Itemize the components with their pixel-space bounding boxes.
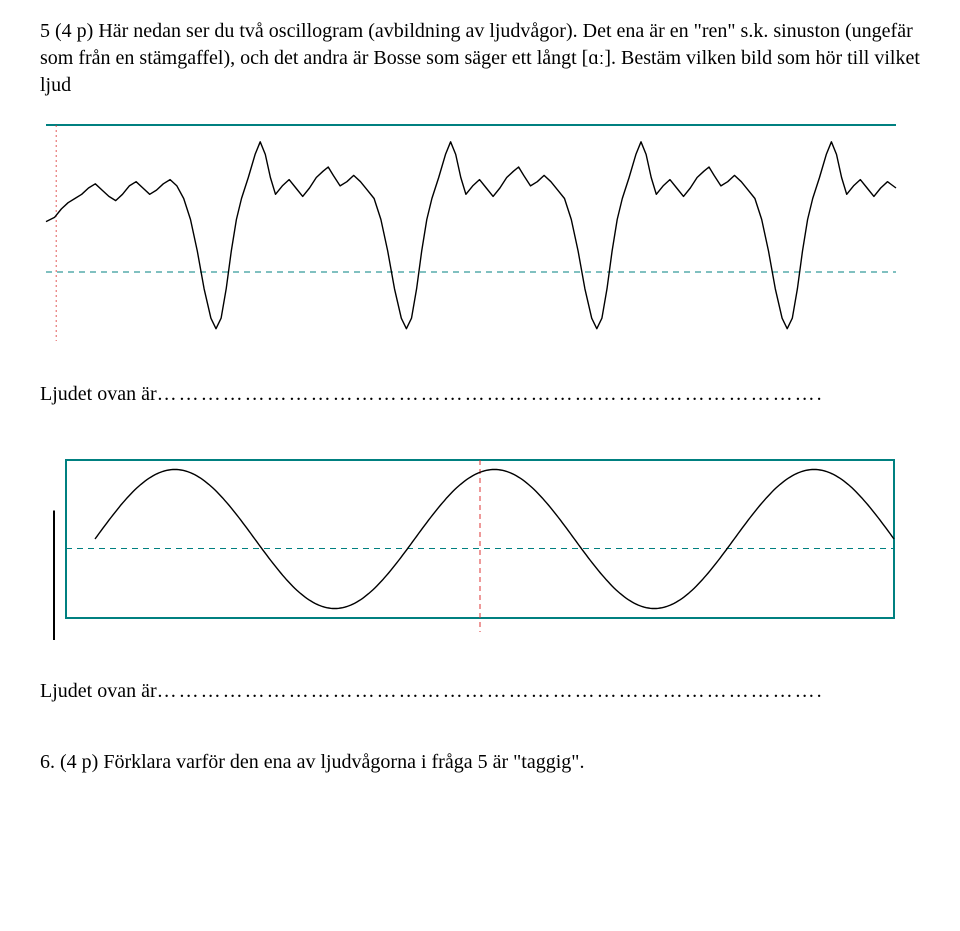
- answer-1-prefix: Ljudet ovan är: [40, 383, 157, 405]
- question-5-text: 5 (4 p) Här nedan ser du två oscillogram…: [40, 18, 920, 99]
- answer-2-prefix: Ljudet ovan är: [40, 680, 157, 702]
- answer-line-1: Ljudet ovan är………………………………………………………………………: [40, 383, 920, 406]
- answer-line-2: Ljudet ovan är………………………………………………………………………: [40, 680, 920, 703]
- question-6-text: 6. (4 p) Förklara varför den ena av ljud…: [40, 751, 920, 774]
- answer-2-dots: ……………………………………………………………………………….: [157, 680, 824, 702]
- oscillogram-sine-svg: [40, 454, 900, 644]
- answer-1-dots: ……………………………………………………………………………….: [157, 383, 824, 405]
- oscillogram-complex-svg: [40, 117, 900, 347]
- oscillogram-sine: [40, 454, 900, 644]
- oscillogram-complex: [40, 117, 900, 347]
